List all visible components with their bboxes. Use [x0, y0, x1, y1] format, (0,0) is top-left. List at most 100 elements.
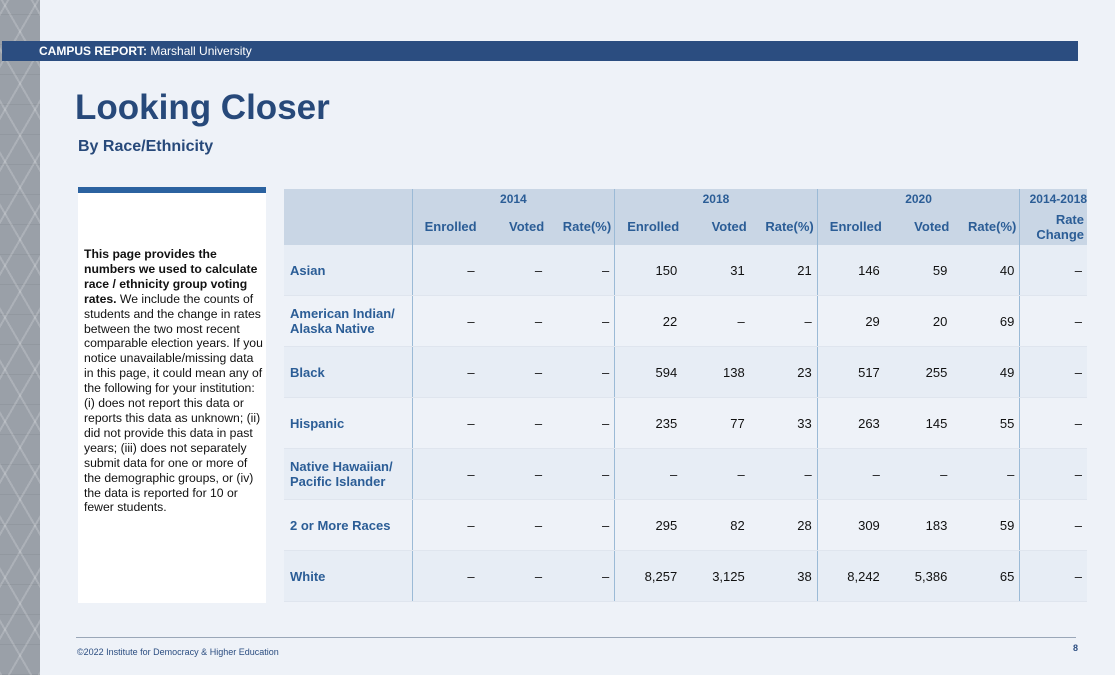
- table-row: 2 or More Races – – –295 82 28 309 183 59–: [284, 499, 1087, 551]
- column-header: Voted: [884, 208, 953, 245]
- table-cell: –: [749, 295, 818, 347]
- empty-label-header: [284, 208, 413, 245]
- table-cell: –: [547, 346, 615, 398]
- table-cell: –: [1019, 245, 1087, 296]
- explanation-text: This page provides the numbers we used t…: [84, 247, 264, 515]
- explanation-panel: This page provides the numbers we used t…: [78, 187, 266, 603]
- table-cell: 295: [614, 499, 683, 551]
- table-cell: –: [547, 295, 615, 347]
- table-cell: 65: [952, 550, 1020, 602]
- table-cell: 23: [749, 346, 818, 398]
- table-cell: –: [547, 499, 615, 551]
- year-header-row: 2014 2018 2020 2014-2018: [284, 189, 1087, 208]
- banner-label-rest: Marshall University: [147, 44, 252, 58]
- year-header-2014-2018: 2014-2018: [1019, 189, 1087, 208]
- table-cell: –: [479, 499, 548, 551]
- table-cell: 20: [884, 295, 953, 347]
- column-header: Voted: [682, 208, 750, 245]
- footer-copyright: ©2022 Institute for Democracy & Higher E…: [77, 647, 279, 657]
- table-cell: –: [479, 295, 548, 347]
- table-cell: 59: [952, 499, 1020, 551]
- table-cell: 22: [614, 295, 683, 347]
- table-cell: –: [479, 397, 548, 449]
- row-label: Hispanic: [284, 397, 413, 449]
- table-cell: –: [1019, 499, 1087, 551]
- table-cell: –: [884, 448, 953, 500]
- table-cell: 55: [952, 397, 1020, 449]
- table-cell: –: [547, 448, 615, 500]
- table-cell: –: [411, 245, 480, 296]
- table-cell: –: [1019, 550, 1087, 602]
- table-cell: –: [1019, 295, 1087, 347]
- table-cell: –: [547, 397, 615, 449]
- race-ethnicity-table: 2014 2018 2020 2014-2018 Enrolled Voted …: [284, 189, 1087, 602]
- explanation-rest: We include the counts of students and th…: [84, 291, 263, 515]
- table-cell: –: [1019, 346, 1087, 398]
- table-cell: –: [816, 448, 885, 500]
- table-cell: –: [411, 550, 480, 602]
- column-header-rate-change: Rate Change: [1019, 208, 1087, 245]
- table-cell: –: [547, 245, 615, 296]
- banner-label: CAMPUS REPORT: Marshall University: [39, 41, 252, 61]
- table-cell: –: [411, 448, 480, 500]
- row-label: White: [284, 550, 413, 602]
- table-cell: 138: [682, 346, 750, 398]
- table-cell: 594: [614, 346, 683, 398]
- row-label: Native Hawaiian/ Pacific Islander: [284, 448, 413, 500]
- column-header: Rate(%): [952, 208, 1020, 245]
- table-cell: 28: [749, 499, 818, 551]
- table-row: Native Hawaiian/ Pacific Islander – – – – – – –…: [284, 448, 1087, 500]
- page-number: 8: [1073, 643, 1079, 653]
- table-cell: –: [1019, 397, 1087, 449]
- race-ethnicity-table-container: 2014 2018 2020 2014-2018 Enrolled Voted …: [284, 189, 1087, 602]
- explanation-bold: This page provides the numbers we used t…: [84, 247, 258, 306]
- year-header-2020: 2020: [816, 189, 1020, 208]
- column-header: Enrolled: [411, 208, 480, 245]
- decorative-side-pattern: [0, 0, 40, 675]
- table-row: American Indian/ Alaska Native – – –22– –29 2…: [284, 295, 1087, 347]
- banner-label-bold: CAMPUS REPORT:: [39, 44, 148, 58]
- table-cell: –: [682, 448, 750, 500]
- table-cell: –: [411, 397, 480, 449]
- table-cell: 263: [816, 397, 885, 449]
- page-subtitle: By Race/Ethnicity: [78, 138, 214, 155]
- column-header-row: Enrolled Voted Rate(%) Enrolled Voted Ra…: [284, 208, 1087, 245]
- table-cell: 8,242: [816, 550, 885, 602]
- footer-divider: [76, 637, 1076, 638]
- table-cell: –: [479, 245, 548, 296]
- column-header: Enrolled: [816, 208, 885, 245]
- table-body: Asian – – –150 31 21 146 59 40– American Indian/ …: [284, 245, 1087, 602]
- table-cell: 49: [952, 346, 1020, 398]
- row-label: Black: [284, 346, 413, 398]
- table-cell: 145: [884, 397, 953, 449]
- empty-corner-cell: [284, 189, 413, 208]
- column-header: Rate(%): [547, 208, 615, 245]
- table-cell: 21: [749, 245, 818, 296]
- table-cell: –: [479, 448, 548, 500]
- table-cell: 59: [884, 245, 953, 296]
- column-header: Rate(%): [749, 208, 818, 245]
- table-cell: –: [952, 448, 1020, 500]
- table-cell: 183: [884, 499, 953, 551]
- table-cell: 31: [682, 245, 750, 296]
- table-cell: –: [479, 550, 548, 602]
- table-cell: 69: [952, 295, 1020, 347]
- table-cell: 82: [682, 499, 750, 551]
- year-header-2018: 2018: [614, 189, 818, 208]
- table-cell: –: [749, 448, 818, 500]
- table-row: Asian – – –150 31 21 146 59 40–: [284, 245, 1087, 296]
- campus-report-banner: CAMPUS REPORT: Marshall University: [2, 41, 1078, 61]
- table-cell: 38: [749, 550, 818, 602]
- page-title: Looking Closer: [75, 88, 330, 127]
- column-header: Enrolled: [614, 208, 683, 245]
- table-row: Hispanic – – –235 77 33 263 145 55–: [284, 397, 1087, 449]
- table-cell: 8,257: [614, 550, 683, 602]
- table-cell: 33: [749, 397, 818, 449]
- table-cell: –: [411, 295, 480, 347]
- table-cell: 40: [952, 245, 1020, 296]
- table-cell: 150: [614, 245, 683, 296]
- table-row: Black – – –594 138 23 517 255 49–: [284, 346, 1087, 398]
- table-cell: –: [682, 295, 750, 347]
- table-cell: –: [411, 499, 480, 551]
- table-cell: –: [1019, 448, 1087, 500]
